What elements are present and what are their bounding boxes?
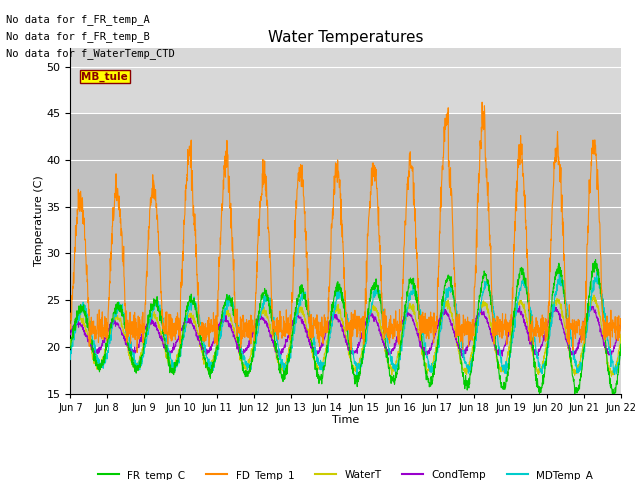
Bar (70, 113, 621, 347)
X-axis label: Time: Time (332, 415, 359, 425)
Text: No data for f_FR_temp_B: No data for f_FR_temp_B (6, 31, 150, 42)
Text: MB_tule: MB_tule (81, 72, 128, 82)
Legend: FR_temp_C, FD_Temp_1, WaterT, CondTemp, MDTemp_A: FR_temp_C, FD_Temp_1, WaterT, CondTemp, … (94, 466, 597, 480)
Text: No data for f_WaterTemp_CTD: No data for f_WaterTemp_CTD (6, 48, 175, 59)
Y-axis label: Temperature (C): Temperature (C) (34, 175, 44, 266)
Title: Water Temperatures: Water Temperatures (268, 30, 423, 46)
Text: No data for f_FR_temp_A: No data for f_FR_temp_A (6, 14, 150, 25)
